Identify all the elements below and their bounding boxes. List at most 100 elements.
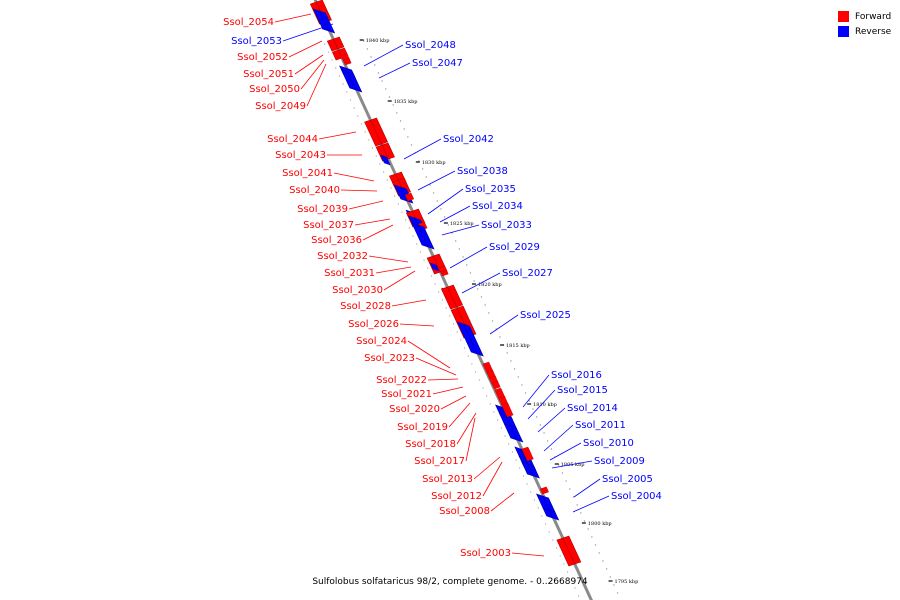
gene-label[interactable]: Ssol_2014 [567,403,618,414]
gene-ssol-2025[interactable]: Ssol_2025 [456,310,571,357]
gene-label[interactable]: Ssol_2017 [414,456,465,467]
gene-arrow[interactable] [440,269,449,277]
gene-label[interactable]: Ssol_2024 [356,336,407,347]
gene-ssol-2009[interactable]: Ssol_2009 [521,456,645,479]
gene-label[interactable]: Ssol_2019 [397,422,448,433]
kbp-dot [455,240,457,242]
gene-arrow[interactable] [540,486,549,495]
gene-label[interactable]: Ssol_2044 [267,134,318,145]
gene-ssol-2041[interactable]: Ssol_2041 [282,168,407,187]
gene-arrow[interactable] [404,192,415,202]
gene-label[interactable]: Ssol_2054 [223,17,274,28]
gene-arrow[interactable] [501,402,514,418]
gene-label[interactable]: Ssol_2038 [457,166,508,177]
gene-label[interactable]: Ssol_2022 [376,375,427,386]
gene-label[interactable]: Ssol_2003 [460,548,511,559]
gene-label[interactable]: Ssol_2051 [243,69,294,80]
gene-ssol-2044[interactable]: Ssol_2044 [267,117,389,147]
gene-ssol-2052[interactable]: Ssol_2052 [237,36,345,63]
gene-label[interactable]: Ssol_2010 [583,438,634,449]
gene-ssol-2022[interactable]: Ssol_2022 [376,375,499,386]
gene-ssol-2029[interactable]: Ssol_2029 [429,242,540,272]
gene-label[interactable]: Ssol_2025 [520,310,571,321]
gene-label[interactable]: Ssol_2048 [405,40,456,51]
gene-ssol-2021[interactable]: Ssol_2021 [381,380,501,400]
gene-label[interactable]: Ssol_2029 [489,242,540,253]
gene-label[interactable]: Ssol_2008 [439,506,490,517]
gene-leader-line [288,40,323,58]
gene-label[interactable]: Ssol_2005 [602,474,653,485]
axis-dot [522,475,525,477]
gene-ssol-2004[interactable]: Ssol_2004 [542,491,662,521]
gene-ssol-2018[interactable]: Ssol_2018 [405,402,514,450]
gene-arrow-ridge [548,509,553,519]
gene-arrow[interactable] [521,446,534,462]
gene-label[interactable]: Ssol_2004 [611,491,662,502]
axis-dot [500,427,502,429]
gene-label[interactable]: Ssol_2027 [502,268,553,279]
gene-leader-line [399,323,435,327]
gene-label[interactable]: Ssol_2030 [332,285,383,296]
gene-label[interactable]: Ssol_2052 [237,52,288,63]
gene-label[interactable]: Ssol_2020 [389,404,440,415]
gene-leader-line [456,412,477,445]
gene-label[interactable]: Ssol_2031 [324,268,375,279]
gene-label[interactable]: Ssol_2028 [340,301,391,312]
gene-ssol-2054[interactable]: Ssol_2054 [223,0,332,28]
gene-arrow-ridge [447,286,457,308]
gene-arrow[interactable] [380,154,391,166]
kbp-dot [510,360,512,362]
axis-dot [434,283,436,285]
gene-label[interactable]: Ssol_2037 [303,220,354,231]
gene-arrow[interactable] [429,262,440,272]
kbp-dot [425,176,427,178]
gene-label[interactable]: Ssol_2032 [317,251,368,262]
gene-ssol-2014[interactable]: Ssol_2014 [503,403,618,443]
gene-ssol-2031[interactable]: Ssol_2031 [324,265,448,279]
gene-label[interactable]: Ssol_2009 [594,456,645,467]
gene-ssol-2049[interactable]: Ssol_2049 [255,57,352,112]
gene-ssol-2053[interactable]: Ssol_2053 [231,8,336,47]
gene-ssol-2043[interactable]: Ssol_2043 [275,142,395,162]
gene-ssol-2030[interactable]: Ssol_2030 [332,269,449,296]
gene-ssol-2039[interactable]: Ssol_2039 [297,192,415,215]
gene-label[interactable]: Ssol_2043 [275,150,326,161]
axis-dot [504,435,506,437]
gene-label[interactable]: Ssol_2018 [405,439,456,450]
gene-label[interactable]: Ssol_2049 [255,101,306,112]
gene-label[interactable]: Ssol_2034 [472,201,523,212]
gene-label[interactable]: Ssol_2036 [311,235,362,246]
gene-ssol-2042[interactable]: Ssol_2042 [380,134,494,166]
gene-ssol-2003[interactable]: Ssol_2003 [460,535,582,567]
gene-label[interactable]: Ssol_2011 [575,420,626,431]
gene-leader-line [489,314,519,335]
gene-ssol-2028[interactable]: Ssol_2028 [340,284,464,312]
gene-label[interactable]: Ssol_2012 [431,491,482,502]
gene-label[interactable]: Ssol_2015 [557,385,608,396]
gene-ssol-2047[interactable]: Ssol_2047 [340,58,463,93]
gene-label[interactable]: Ssol_2039 [297,204,348,215]
gene-arrow[interactable] [342,57,352,66]
gene-label[interactable]: Ssol_2047 [412,58,463,69]
gene-label[interactable]: Ssol_2021 [381,389,432,400]
kbp-dot [421,168,424,170]
gene-label[interactable]: Ssol_2035 [465,184,516,195]
gene-label[interactable]: Ssol_2013 [422,474,473,485]
gene-label[interactable]: Ssol_2026 [348,319,399,330]
kbp-dot [480,296,483,298]
gene-label[interactable]: Ssol_2023 [364,353,415,364]
gene-arrow[interactable] [491,380,501,390]
gene-ssol-2033[interactable]: Ssol_2033 [411,220,532,250]
gene-label[interactable]: Ssol_2050 [249,84,300,95]
axis-dot [471,363,473,365]
gene-ssol-2005[interactable]: Ssol_2005 [535,474,653,513]
axis-dot [559,555,561,557]
gene-label[interactable]: Ssol_2033 [481,220,532,231]
gene-ssol-2008[interactable]: Ssol_2008 [439,486,549,517]
gene-label[interactable]: Ssol_2041 [282,168,333,179]
gene-label[interactable]: Ssol_2016 [551,370,602,381]
gene-ssol-2013[interactable]: Ssol_2013 [422,446,534,485]
gene-label[interactable]: Ssol_2053 [231,36,282,47]
gene-label[interactable]: Ssol_2040 [289,185,340,196]
gene-label[interactable]: Ssol_2042 [443,134,494,145]
